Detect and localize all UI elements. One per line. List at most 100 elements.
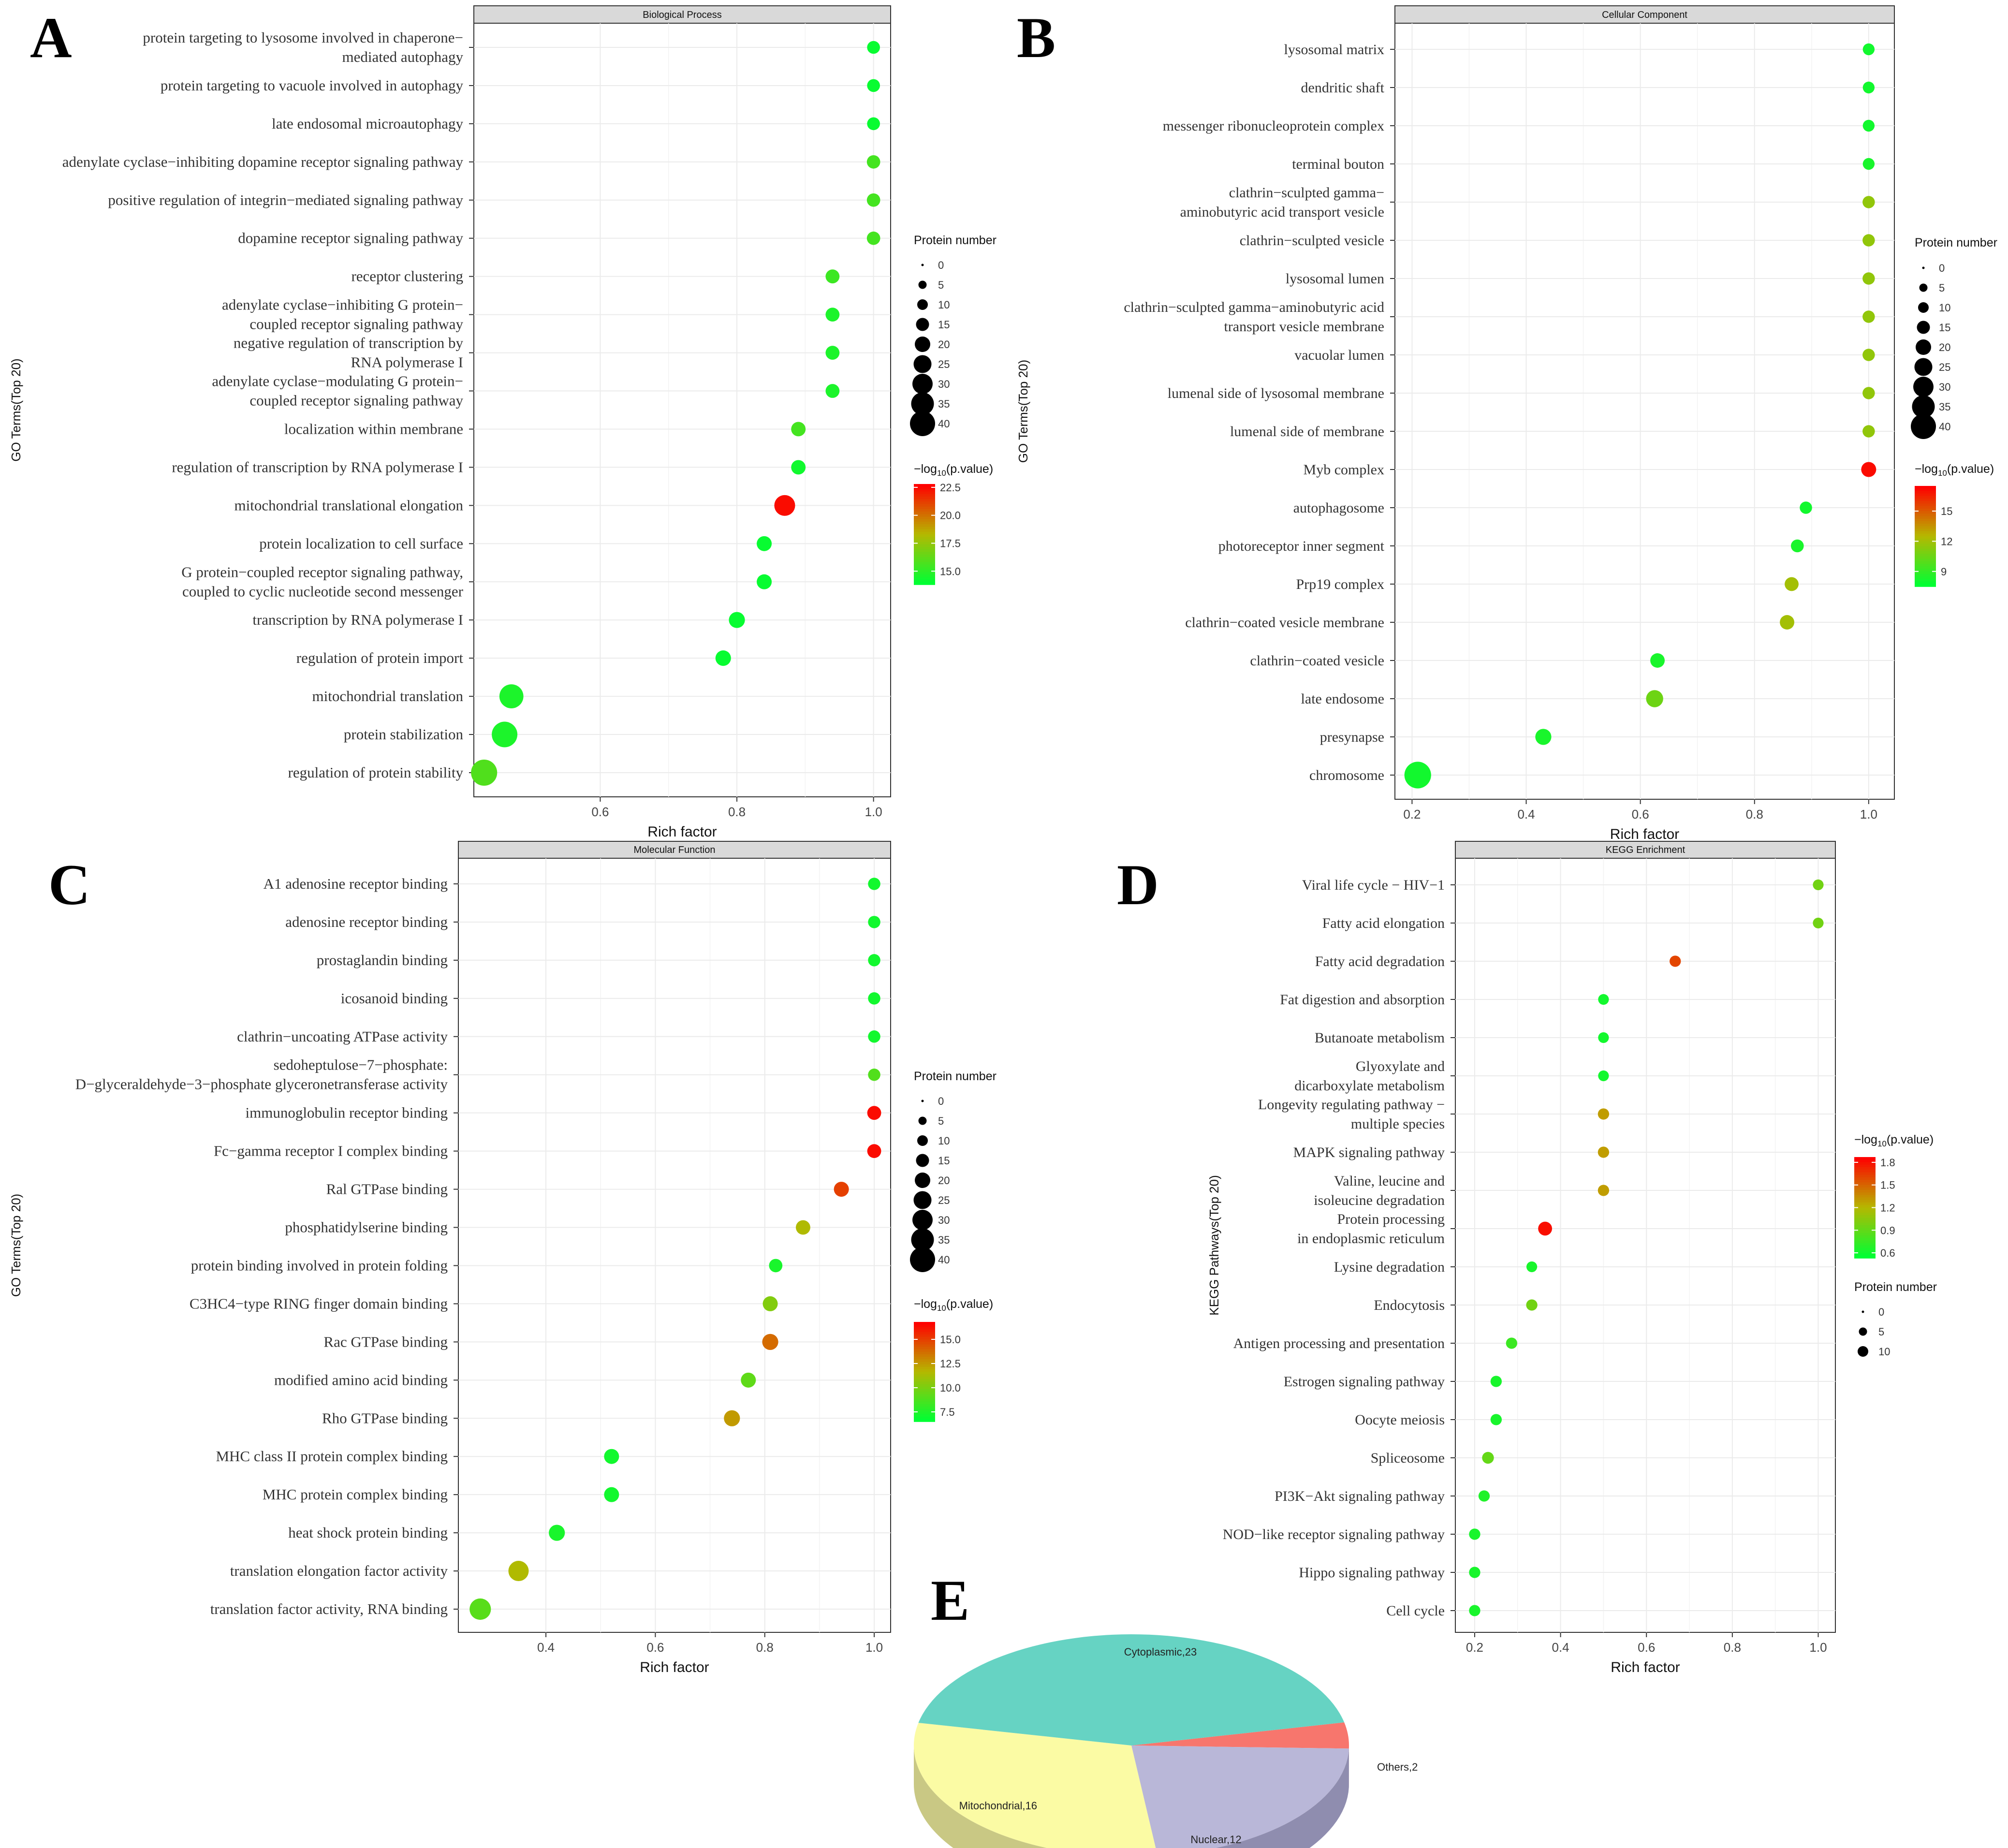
facet-strip: [473, 5, 891, 24]
color-legend-bar-segment: [914, 531, 935, 535]
size-legend-label: 40: [1939, 421, 1950, 433]
term-label-line: clathrin−coated vesicle membrane: [1185, 615, 1384, 631]
term-label-line: adenylate cyclase−inhibiting G protein−: [222, 296, 463, 313]
color-legend-label: 15: [1941, 505, 1952, 517]
color-legend-bar-segment: [1915, 561, 1936, 564]
color-legend-bar-segment: [1854, 1238, 1876, 1241]
term-label-line: Estrogen signaling pathway: [1284, 1374, 1445, 1390]
term-label-line: MHC class II protein complex binding: [216, 1448, 448, 1465]
color-legend-bar-segment: [914, 1359, 935, 1363]
data-point: [1800, 501, 1812, 514]
term-label-line: Glyoxylate and: [1356, 1058, 1445, 1074]
color-legend-bar-segment: [1915, 554, 1936, 557]
color-legend-bar-segment: [1854, 1253, 1876, 1256]
term-label: Valine, leucine and isoleucine degradatio…: [1314, 1173, 1445, 1208]
color-legend-bar-segment: [914, 557, 935, 560]
data-point: [741, 1372, 756, 1388]
size-legend-key: [1858, 1346, 1868, 1357]
color-legend-bar-segment: [914, 1349, 935, 1352]
color-legend-bar-segment: [914, 564, 935, 568]
data-point: [499, 684, 524, 708]
term-label-line: adenylate cyclase−inhibiting dopamine re…: [62, 153, 464, 170]
term-label-line: Oocyte meiosis: [1355, 1412, 1445, 1428]
color-legend-title-sub: 10: [1938, 469, 1947, 478]
data-point: [1506, 1337, 1517, 1349]
color-legend-bar-segment: [914, 567, 935, 570]
data-point: [1791, 539, 1804, 553]
data-point: [1785, 577, 1799, 591]
color-legend-label: 1.8: [1880, 1157, 1895, 1169]
term-label-line: presynapse: [1320, 729, 1384, 745]
term-label-line: clathrin−sculpted vesicle: [1240, 233, 1384, 249]
panel-label-c: C: [48, 852, 90, 917]
color-legend-bar-segment: [1854, 1232, 1876, 1236]
term-label-line: photoreceptor inner segment: [1218, 538, 1385, 554]
term-label-line: G protein−coupled receptor signaling pat…: [181, 563, 463, 580]
data-point: [1598, 1108, 1610, 1120]
term-label-line: aminobutyric acid transport vesicle: [1180, 204, 1384, 220]
color-legend-bar-segment: [1915, 574, 1936, 577]
data-point: [1526, 1261, 1538, 1273]
color-legend-bar-segment: [1854, 1215, 1876, 1218]
term-label-line: Butanoate metabolism: [1315, 1030, 1445, 1046]
color-legend-bar-segment: [914, 512, 935, 515]
panel-label-d: D: [1117, 852, 1159, 917]
color-legend-bar-segment: [1854, 1225, 1876, 1229]
size-legend-key: [1922, 266, 1925, 269]
y-axis-title: KEGG Pathways(Top 20): [1207, 1175, 1221, 1315]
data-point: [1780, 615, 1795, 630]
color-legend-bar-segment: [1854, 1243, 1876, 1246]
data-point: [1526, 1299, 1538, 1311]
color-legend-bar-segment: [1854, 1217, 1876, 1221]
size-legend-key: [921, 1100, 924, 1102]
term-label: clathrin−coated vesicle: [1250, 653, 1384, 669]
color-legend-bar-segment: [1915, 531, 1936, 534]
size-legend-label: 0: [1939, 262, 1945, 274]
color-legend-bar-segment: [914, 1366, 935, 1370]
color-legend-label: 9: [1941, 566, 1947, 578]
term-label: lumenal side of membrane: [1230, 424, 1384, 440]
size-legend-key: [912, 374, 933, 394]
size-legend-key: [912, 1210, 933, 1230]
color-legend-bar-segment: [1854, 1220, 1876, 1223]
data-point: [1862, 425, 1875, 438]
color-legend-bar-segment: [914, 501, 935, 505]
size-legend-label: 0: [1878, 1306, 1884, 1318]
color-legend-bar-segment: [914, 484, 935, 487]
color-legend-bar-segment: [914, 1419, 935, 1422]
size-legend-label: 30: [1939, 381, 1950, 393]
term-label: G protein−coupled receptor signaling pat…: [181, 563, 463, 600]
data-point: [757, 574, 772, 589]
color-legend-bar-segment: [914, 529, 935, 532]
color-legend-label: 7.5: [940, 1406, 955, 1418]
term-label: regulation of protein import: [296, 649, 464, 666]
term-label: prostaglandin binding: [317, 952, 448, 968]
color-legend-bar-segment: [1854, 1230, 1876, 1233]
color-legend-bar-segment: [1854, 1157, 1876, 1160]
color-legend-bar-segment: [1915, 526, 1936, 529]
size-legend-label: 30: [938, 378, 950, 390]
size-legend-label: 20: [938, 338, 950, 351]
term-label-line: regulation of protein import: [296, 649, 464, 666]
color-legend-title-prefix: −log: [914, 1297, 937, 1311]
term-label-line: Endocytosis: [1374, 1297, 1445, 1313]
y-axis-title: GO Terms(Top 20): [9, 358, 23, 461]
term-label-line: translation factor activity, RNA binding: [210, 1600, 448, 1617]
term-label: Antigen processing and presentation: [1233, 1335, 1445, 1351]
x-axis-title: Rich factor: [1610, 826, 1679, 842]
term-label-line: protein localization to cell surface: [259, 535, 463, 552]
color-legend-bar-segment: [1915, 513, 1936, 517]
term-label-line: translation elongation factor activity: [230, 1562, 448, 1579]
color-legend-title-prefix: −log: [914, 462, 937, 476]
term-label-line: phosphatidylserine binding: [285, 1219, 448, 1236]
data-point: [825, 346, 840, 360]
color-legend-label: 0.9: [1880, 1224, 1895, 1236]
term-label: sedoheptulose−7−phosphate: D−glyceraldehy…: [75, 1056, 448, 1093]
pie-chart-e: Cytoplasmic,23 Nuclear,12 Mitochondrial,16…: [914, 1634, 1418, 1848]
term-label-line: Antigen processing and presentation: [1233, 1335, 1445, 1351]
term-label: C3HC4−type RING finger domain binding: [190, 1295, 448, 1312]
term-label: clathrin−sculpted gamma− aminobutyric aci…: [1180, 185, 1384, 220]
tick-label-x: 1.0: [1809, 1640, 1827, 1655]
term-label: Fatty acid degradation: [1315, 953, 1445, 969]
color-legend-bar-segment: [1915, 516, 1936, 519]
